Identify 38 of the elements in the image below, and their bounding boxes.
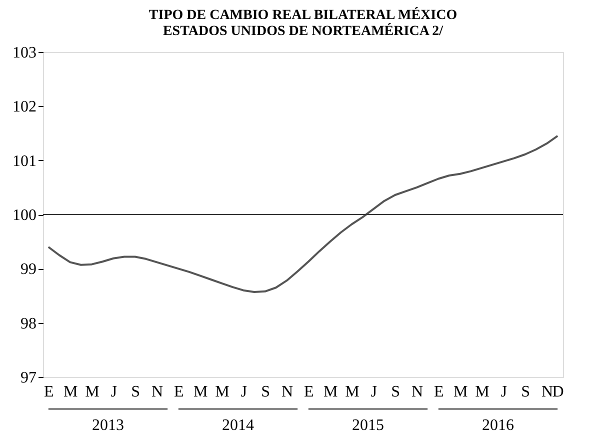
text: 2015	[352, 417, 384, 434]
x-tick-label: S	[521, 384, 530, 400]
chart-title: TIPO DE CAMBIO REAL BILATERAL MÉXICO ESTADOS UNIDOS DE NORTEAMÉRICA 2/	[148, 6, 458, 39]
x-tick-label: E	[174, 384, 184, 400]
x-tick-label: M	[215, 384, 230, 400]
x-tick-label: J	[240, 384, 248, 400]
x-tick-label: J	[500, 384, 508, 400]
y-tick-label: 98	[20, 315, 36, 332]
y-tick-label: 97	[20, 370, 36, 386]
text: 2016	[482, 417, 514, 434]
x-tick-label: N	[541, 384, 554, 400]
x-tick-label: E	[304, 384, 314, 400]
y-tick-label: 100	[12, 207, 36, 224]
y-tick-label: 102	[12, 98, 36, 116]
y-tick-label: 99	[20, 261, 36, 278]
x-tick-label: D	[552, 384, 564, 400]
x-tick-label: M	[345, 384, 360, 400]
x-tick-label: M	[475, 384, 490, 400]
x-tick-label: M	[323, 384, 338, 400]
x-tick-label: M	[193, 384, 208, 400]
text: 2014	[222, 417, 254, 434]
x-tick-label: M	[453, 384, 468, 400]
x-tick-label: S	[261, 384, 270, 400]
x-tick-label: M	[63, 384, 78, 400]
x-tick-label: S	[131, 384, 140, 400]
x-tick-label: N	[151, 384, 164, 400]
x-tick-label: N	[411, 384, 424, 400]
x-tick-label: M	[85, 384, 100, 400]
text: 2013	[92, 417, 124, 434]
x-tick-label: J	[370, 384, 378, 400]
line-series	[47, 134, 559, 293]
x-tick-label: E	[434, 384, 444, 400]
x-tick-label: E	[44, 384, 54, 400]
y-tick-label: 103	[12, 44, 36, 62]
x-tick-label: N	[281, 384, 294, 400]
x-tick-label: S	[391, 384, 400, 400]
y-tick-label: 101	[12, 152, 36, 170]
x-tick-label: J	[110, 384, 118, 400]
